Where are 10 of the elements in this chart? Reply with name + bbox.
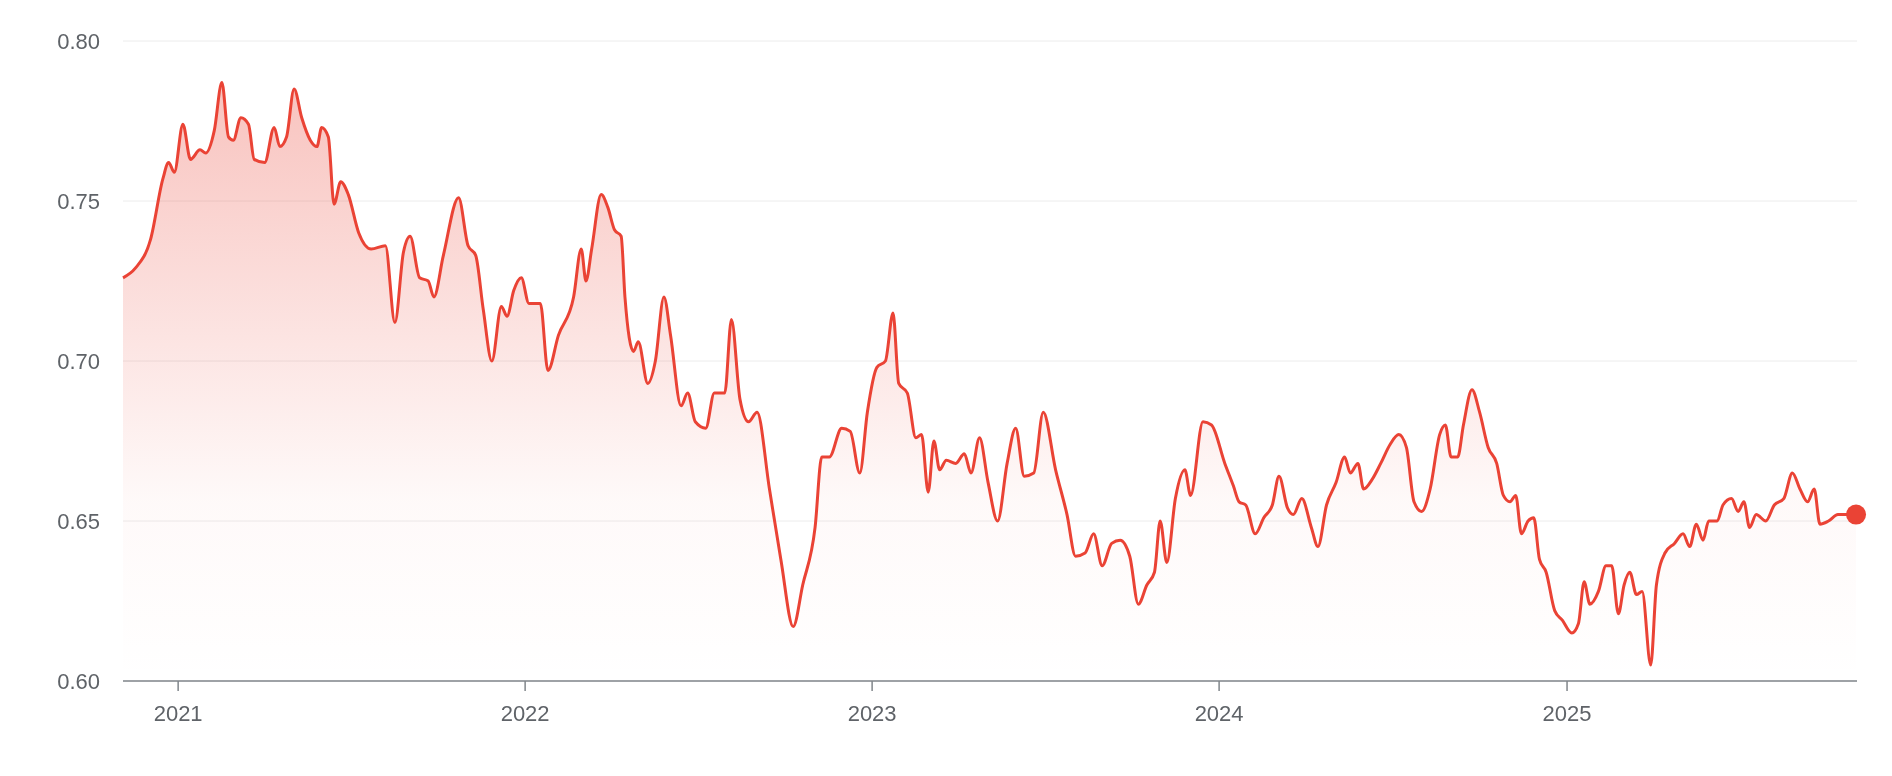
x-tick-label: 2025 — [1542, 701, 1592, 726]
y-tick-label: 0.60 — [57, 668, 100, 694]
x-tick-label: 2023 — [847, 701, 897, 726]
y-tick-label: 0.65 — [57, 508, 100, 534]
y-tick-label: 0.75 — [57, 188, 100, 214]
y-tick-label: 0.70 — [57, 348, 100, 374]
y-tick-label: 0.80 — [57, 28, 100, 54]
x-tick-label: 2021 — [153, 701, 203, 726]
x-tick-label: 2024 — [1194, 701, 1244, 726]
x-tick-label: 2022 — [500, 701, 550, 726]
